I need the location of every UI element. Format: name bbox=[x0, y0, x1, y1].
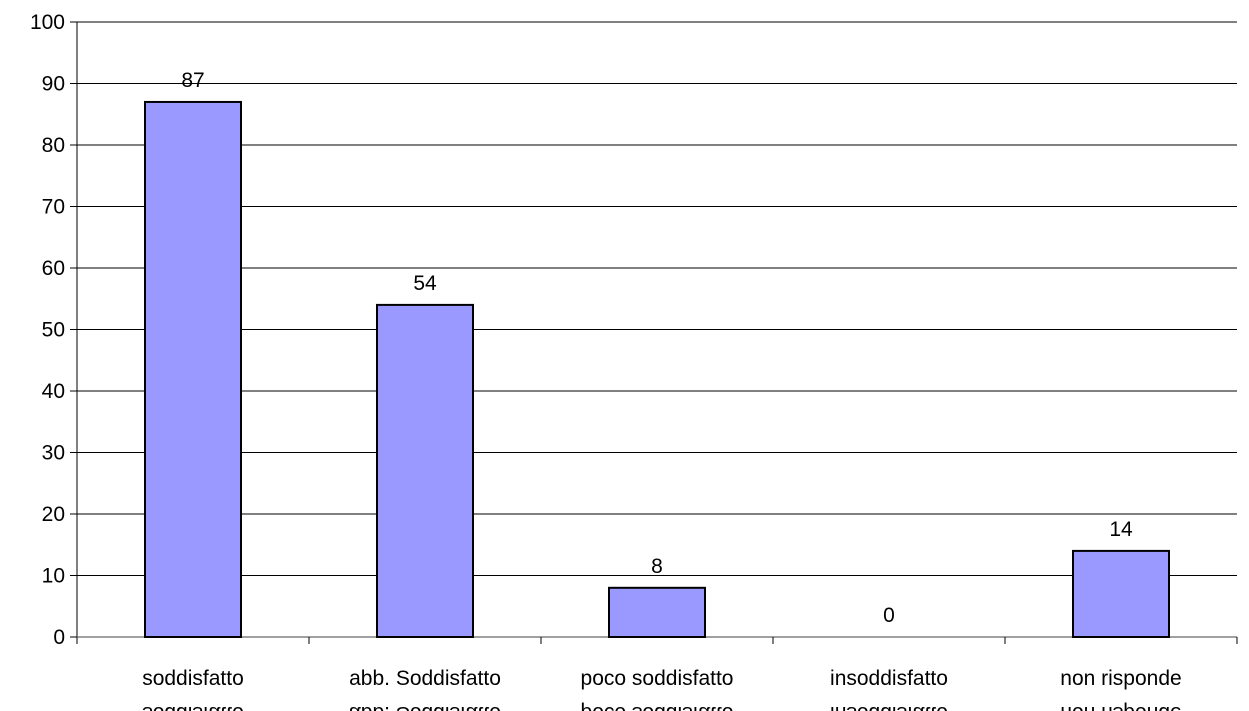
bars bbox=[144, 100, 1170, 639]
x-tick-label-mirror: non risponde bbox=[1060, 702, 1181, 711]
axes bbox=[70, 21, 1238, 644]
y-tick-label: 70 bbox=[42, 196, 65, 219]
x-tick-label-reflection: non risponde bbox=[1060, 702, 1181, 711]
x-tick-label-mirror: soddisfatto bbox=[142, 702, 244, 711]
x-tick-label-reflection: abb. Soddisfatto bbox=[349, 702, 501, 711]
data-label: 87 bbox=[181, 69, 204, 92]
x-tick-label-mirror: insoddisfatto bbox=[830, 702, 948, 711]
bar-4 bbox=[1072, 549, 1170, 639]
x-tick-label-reflection: poco soddisfatto bbox=[581, 702, 734, 711]
gridlines bbox=[77, 21, 1237, 576]
y-tick-label: 90 bbox=[42, 73, 65, 96]
x-tick-label: insoddisfatto bbox=[830, 667, 948, 690]
data-label: 8 bbox=[651, 555, 663, 578]
data-label: 54 bbox=[413, 272, 437, 295]
y-tick-label: 60 bbox=[42, 257, 65, 280]
data-label: 14 bbox=[1109, 518, 1133, 541]
labels: 010203040506070809010087soddisfattosoddi… bbox=[30, 11, 1182, 711]
x-tick-label-mirror: abb. Soddisfatto bbox=[349, 702, 501, 711]
y-tick-label: 40 bbox=[42, 380, 65, 403]
y-tick-label: 100 bbox=[30, 11, 65, 34]
x-tick-label: abb. Soddisfatto bbox=[349, 667, 501, 690]
y-tick-label: 10 bbox=[42, 565, 65, 588]
bar-2 bbox=[608, 586, 706, 638]
y-tick-label: 80 bbox=[42, 134, 65, 157]
y-tick-label: 50 bbox=[42, 319, 65, 342]
x-tick-label: soddisfatto bbox=[142, 667, 244, 690]
bar-1 bbox=[376, 303, 474, 638]
y-tick-label: 0 bbox=[53, 626, 65, 649]
bar-0 bbox=[144, 100, 242, 638]
x-tick-label-reflection: soddisfatto bbox=[142, 702, 244, 711]
x-tick-label-mirror: poco soddisfatto bbox=[581, 702, 734, 711]
x-tick-label-reflection: insoddisfatto bbox=[830, 702, 948, 711]
y-tick-label: 30 bbox=[42, 442, 65, 465]
y-tick-label: 20 bbox=[42, 503, 65, 526]
data-label: 0 bbox=[883, 604, 895, 627]
x-tick-label: non risponde bbox=[1060, 667, 1181, 690]
x-tick-label: poco soddisfatto bbox=[581, 667, 734, 690]
